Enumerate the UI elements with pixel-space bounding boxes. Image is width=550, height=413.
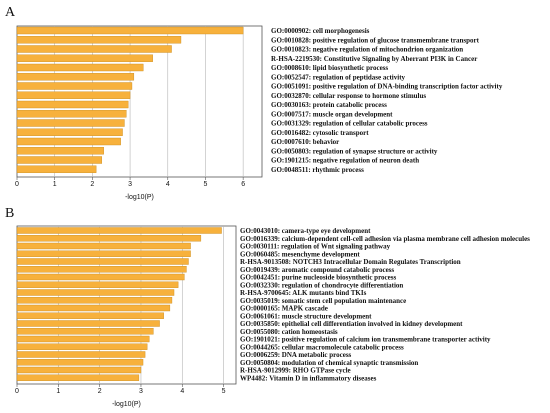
panel-b-x-tick-label: 4 xyxy=(180,388,184,395)
panel-a-category-label: GO:0016482: cytosolic transport xyxy=(271,129,369,137)
panel-a-category-label: GO:0030163: protein catabolic process xyxy=(271,101,387,109)
panel-a-bar xyxy=(17,27,243,34)
panel-a-bar xyxy=(17,120,124,127)
panel-a-x-tick-label: 3 xyxy=(128,181,132,188)
panel-a-bar xyxy=(17,110,126,117)
panel-a-x-tick-label: 4 xyxy=(166,181,170,188)
panel-a-x-tick-label: 1 xyxy=(53,181,57,188)
panel-a-bar xyxy=(17,64,143,71)
panel-a-category-label: GO:0032870: cellular response to hormone… xyxy=(271,92,426,100)
panel-a-bar xyxy=(17,147,104,154)
panel-a-x-tick-label: 2 xyxy=(90,181,94,188)
panel-a-x-tick-label: 5 xyxy=(204,181,208,188)
panel-a-bar xyxy=(17,92,130,99)
panel-a-x-tick-label: 6 xyxy=(241,181,245,188)
panel-a-bar xyxy=(17,166,96,173)
panel-b-bar xyxy=(17,282,178,288)
panel-b-bar xyxy=(17,321,160,327)
panel-b-bar xyxy=(17,235,201,241)
panel-b-bar xyxy=(17,336,149,342)
panel-a-category-label: GO:0010823: negative regulation of mitoc… xyxy=(271,46,463,54)
panel-a-x-axis-title: -log10(P) xyxy=(125,194,154,201)
panel-b-x-tick-label: 0 xyxy=(15,388,19,395)
panel-b-bar xyxy=(17,344,147,350)
panel-a-category-label: GO:0008610: lipid biosynthetic process xyxy=(271,64,388,72)
panel-a-category-label: R-HSA-2219530: Constitutive Signaling by… xyxy=(271,55,477,63)
panel-a-category-label: GO:0031329: regulation of cellular catab… xyxy=(271,120,428,128)
panel-b-x-tick-label: 2 xyxy=(98,388,102,395)
panel-a-bar xyxy=(17,138,121,145)
panel-b-bar xyxy=(17,367,141,373)
panel-a-bar xyxy=(17,101,128,108)
panel-a-bar xyxy=(17,83,132,90)
panel-b-bar xyxy=(17,274,184,280)
panel-a-bar xyxy=(17,157,102,164)
panel-b-x-axis-title: -log10(P) xyxy=(112,401,141,408)
panel-b-bar xyxy=(17,228,222,234)
panel-a-category-label: GO:0052547: regulation of peptidase acti… xyxy=(271,73,406,81)
panel-a-bar xyxy=(17,129,123,136)
panel-b-bar xyxy=(17,290,174,296)
panel-b-x-tick-label: 5 xyxy=(222,388,226,395)
panel-b-bar xyxy=(17,313,164,319)
panel-a-category-label: GO:0000902: cell morphogenesis xyxy=(271,27,370,35)
panel-b-bar xyxy=(17,259,188,265)
panel-b-bar xyxy=(17,359,143,365)
panel-a-category-label: GO:1901215: negative regulation of neuro… xyxy=(271,157,419,165)
panel-a-x-tick-label: 0 xyxy=(15,181,19,188)
panel-b-bar xyxy=(17,328,153,334)
panel-b-bar xyxy=(17,251,191,257)
panel-a-bar xyxy=(17,55,153,62)
panel-a-bar xyxy=(17,36,181,43)
panel-b-bar xyxy=(17,375,139,381)
panel-b-bar xyxy=(17,266,186,272)
panel-a-category-label: GO:0010828: positive regulation of gluco… xyxy=(271,36,480,44)
panel-b-bar xyxy=(17,305,170,311)
panel-a-category-label: GO:0007610: behavior xyxy=(271,138,339,146)
panel-a-bar xyxy=(17,46,172,53)
panel-b-x-tick-label: 3 xyxy=(139,388,143,395)
panel-b-bar xyxy=(17,352,145,358)
panel-a-category-label: GO:0050803: regulation of synapse struct… xyxy=(271,147,438,155)
panel-b-x-tick-label: 1 xyxy=(56,388,60,395)
panel-a-category-label: GO:0048511: rhythmic process xyxy=(271,166,364,174)
panel-a-category-label: GO:0007517: muscle organ development xyxy=(271,110,393,118)
panel-b-bar xyxy=(17,243,191,249)
panel-b-bar xyxy=(17,297,172,303)
panel-a-bar xyxy=(17,73,134,80)
panel-b-letter: B xyxy=(5,206,14,221)
panel-b-category-label: WP4482: Vitamin D in inflammatory diseas… xyxy=(240,374,377,382)
panel-a-category-label: GO:0051091: positive regulation of DNA-b… xyxy=(271,83,503,91)
panel-a-letter: A xyxy=(5,5,16,20)
